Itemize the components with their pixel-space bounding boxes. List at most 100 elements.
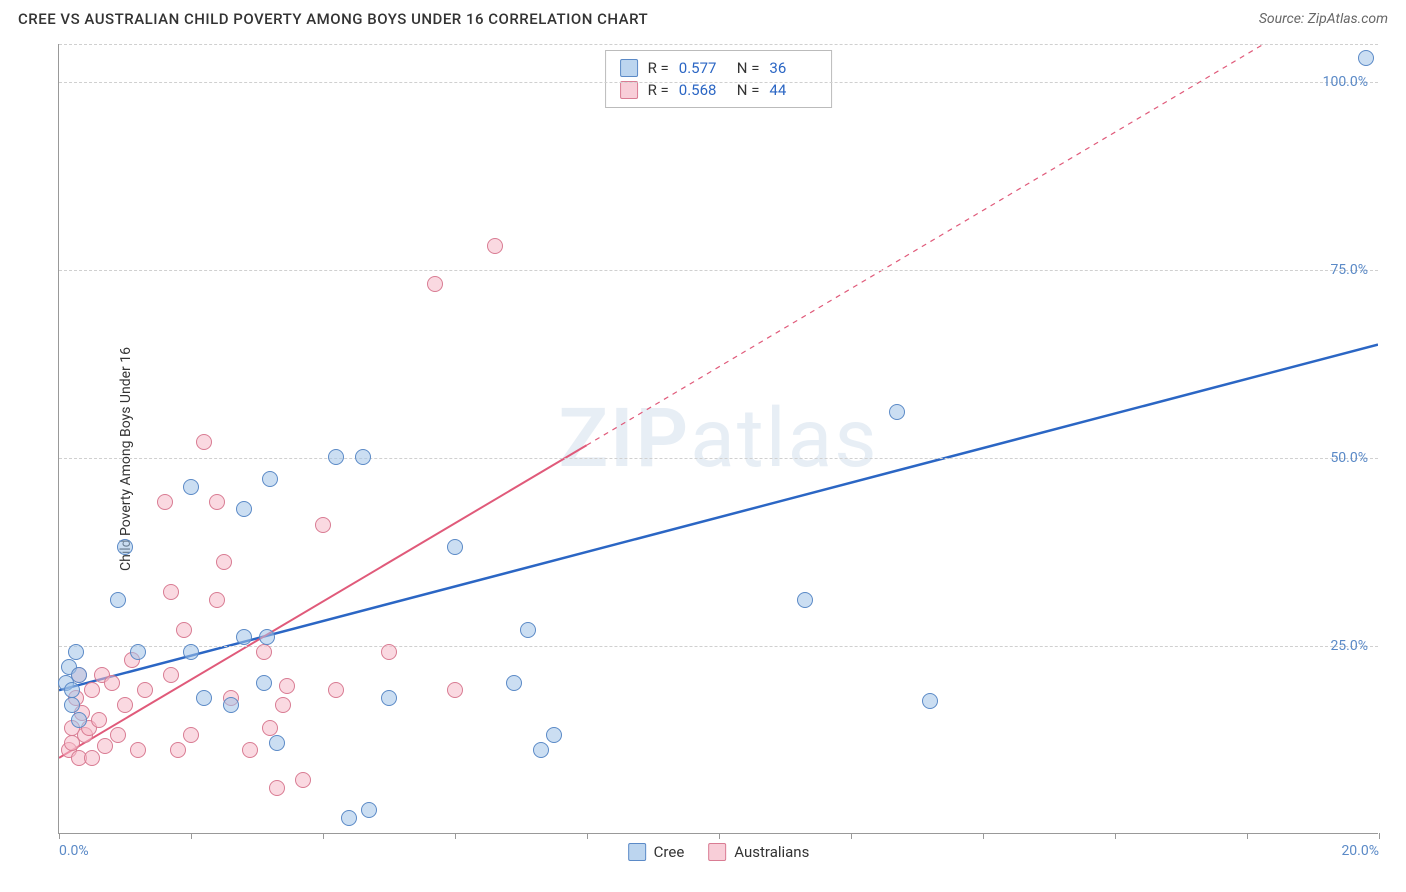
data-point-aus	[209, 494, 225, 510]
stats-row-cree: R = 0.577 N = 36	[620, 57, 818, 79]
data-point-aus	[328, 682, 344, 698]
legend-item-aus: Australians	[708, 843, 809, 861]
data-point-aus	[84, 750, 100, 766]
chart-source: Source: ZipAtlas.com	[1259, 11, 1388, 27]
x-tick	[1379, 833, 1380, 839]
stat-n-cree: 36	[769, 59, 817, 77]
x-tick	[719, 833, 720, 839]
data-point-aus	[97, 738, 113, 754]
x-tick	[851, 833, 852, 839]
data-point-cree	[328, 449, 344, 465]
data-point-cree	[64, 697, 80, 713]
stat-r-aus: 0.568	[679, 81, 727, 99]
legend-item-cree: Cree	[628, 843, 685, 861]
gridline	[59, 458, 1378, 459]
data-point-aus	[242, 742, 258, 758]
gridline	[59, 82, 1378, 83]
data-point-cree	[355, 449, 371, 465]
trend-line	[59, 445, 587, 758]
swatch-cree	[620, 59, 638, 77]
data-point-aus	[295, 772, 311, 788]
y-tick-label: 50.0%	[1330, 450, 1368, 466]
stat-r-cree: 0.577	[679, 59, 727, 77]
data-point-cree	[361, 802, 377, 818]
data-point-cree	[269, 735, 285, 751]
data-point-aus	[381, 644, 397, 660]
data-point-cree	[256, 675, 272, 691]
gridline	[59, 44, 1378, 45]
data-point-aus	[104, 675, 120, 691]
data-point-aus	[110, 727, 126, 743]
swatch-aus	[620, 81, 638, 99]
data-point-aus	[269, 780, 285, 796]
data-point-aus	[262, 720, 278, 736]
x-tick	[323, 833, 324, 839]
data-point-cree	[1358, 50, 1374, 66]
chart-container: Child Poverty Among Boys Under 16 ZIPatl…	[18, 44, 1388, 874]
data-point-cree	[64, 682, 80, 698]
data-point-cree	[183, 644, 199, 660]
data-point-aus	[91, 712, 107, 728]
data-point-cree	[889, 404, 905, 420]
data-point-aus	[279, 678, 295, 694]
data-point-cree	[922, 693, 938, 709]
y-tick-label: 25.0%	[1330, 638, 1368, 654]
stat-n-label: N =	[737, 59, 760, 77]
plot-area: ZIPatlas R = 0.577 N = 36 R = 0.568 N = …	[58, 44, 1378, 834]
y-tick-label: 100.0%	[1323, 74, 1368, 90]
legend-label-cree: Cree	[654, 843, 685, 861]
x-tick-label: 0.0%	[59, 843, 89, 859]
data-point-aus	[427, 276, 443, 292]
data-point-aus	[487, 238, 503, 254]
data-point-aus	[209, 592, 225, 608]
data-point-cree	[533, 742, 549, 758]
data-point-cree	[130, 644, 146, 660]
data-point-cree	[117, 539, 133, 555]
data-point-aus	[130, 742, 146, 758]
data-point-aus	[315, 517, 331, 533]
data-point-aus	[176, 622, 192, 638]
data-point-aus	[157, 494, 173, 510]
data-point-cree	[341, 810, 357, 826]
data-point-cree	[546, 727, 562, 743]
stat-n-aus: 44	[769, 81, 817, 99]
data-point-aus	[170, 742, 186, 758]
data-point-cree	[236, 629, 252, 645]
data-point-cree	[196, 690, 212, 706]
data-point-cree	[223, 697, 239, 713]
stat-r-label: R =	[648, 81, 669, 99]
data-point-aus	[84, 682, 100, 698]
data-point-aus	[163, 667, 179, 683]
data-point-cree	[68, 644, 84, 660]
data-point-aus	[447, 682, 463, 698]
swatch-cree	[628, 843, 646, 861]
data-point-aus	[275, 697, 291, 713]
data-point-cree	[183, 479, 199, 495]
data-point-cree	[259, 629, 275, 645]
x-tick	[1115, 833, 1116, 839]
data-point-cree	[506, 675, 522, 691]
data-point-cree	[71, 712, 87, 728]
data-point-aus	[216, 554, 232, 570]
data-point-aus	[183, 727, 199, 743]
trend-line	[59, 345, 1378, 691]
x-tick	[983, 833, 984, 839]
stat-r-label: R =	[648, 59, 669, 77]
chart-title: CREE VS AUSTRALIAN CHILD POVERTY AMONG B…	[18, 10, 648, 28]
watermark: ZIPatlas	[558, 391, 878, 487]
data-point-aus	[163, 584, 179, 600]
legend: Cree Australians	[628, 843, 810, 861]
data-point-aus	[256, 644, 272, 660]
data-point-cree	[110, 592, 126, 608]
y-tick-label: 75.0%	[1330, 262, 1368, 278]
x-tick	[191, 833, 192, 839]
data-point-cree	[520, 622, 536, 638]
x-tick	[455, 833, 456, 839]
stats-box: R = 0.577 N = 36 R = 0.568 N = 44	[605, 50, 833, 108]
gridline	[59, 270, 1378, 271]
data-point-cree	[71, 667, 87, 683]
x-tick	[587, 833, 588, 839]
trend-lines	[59, 44, 1378, 833]
x-tick-label: 20.0%	[1341, 843, 1379, 859]
data-point-aus	[196, 434, 212, 450]
